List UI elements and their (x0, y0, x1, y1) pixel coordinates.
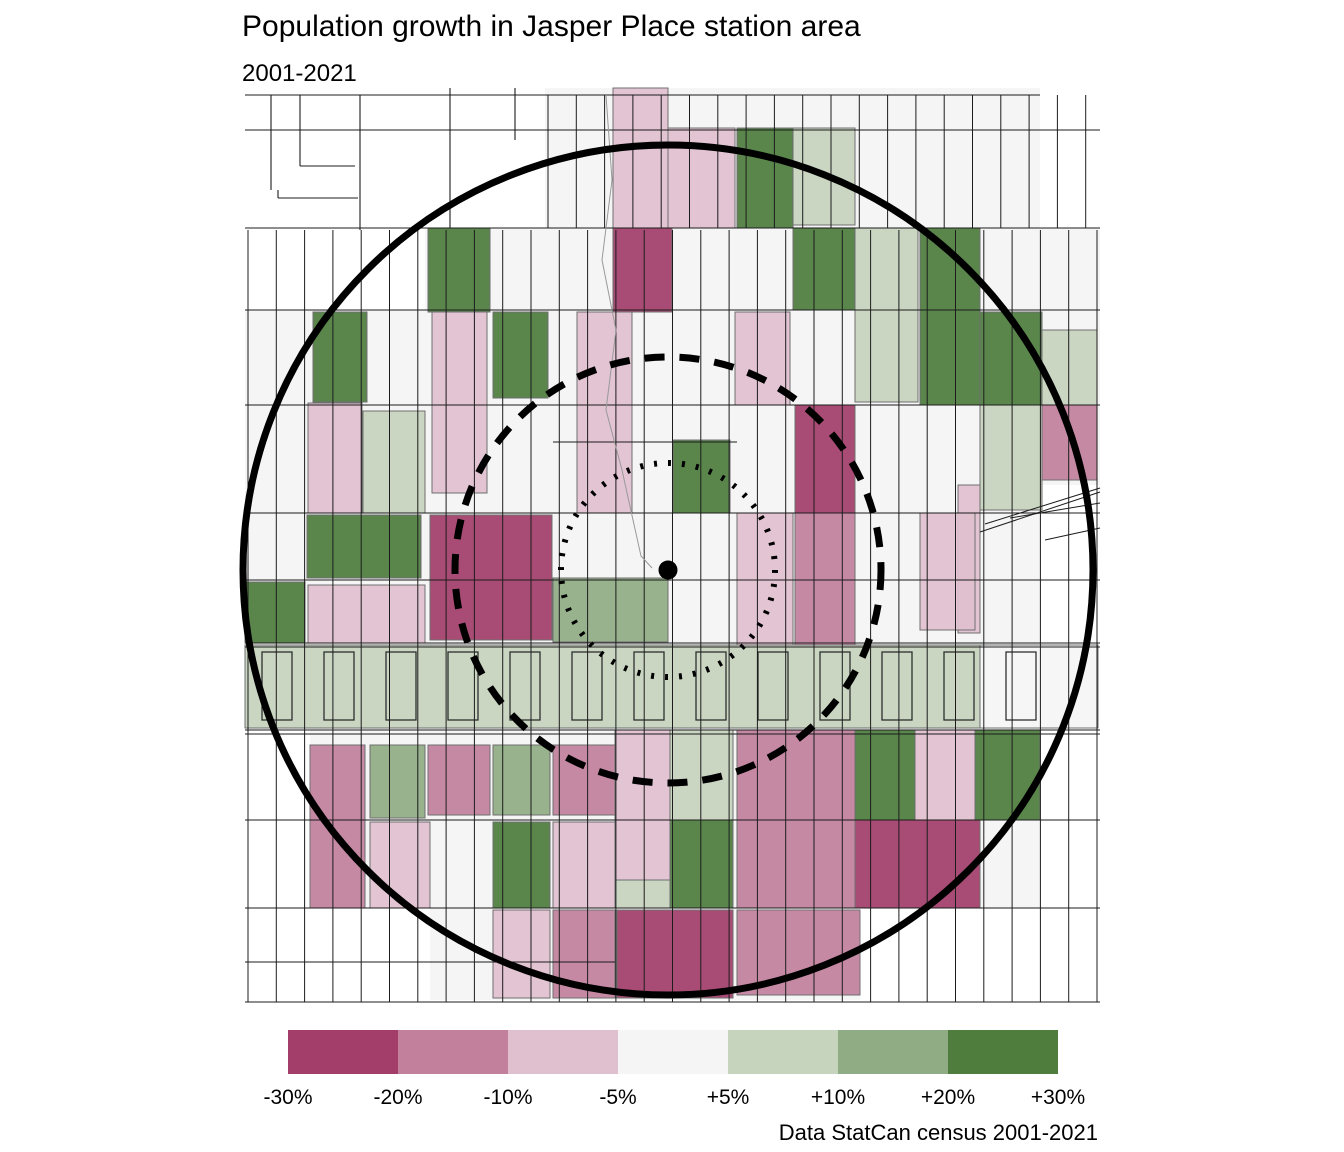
chart-subtitle: 2001-2021 (242, 60, 357, 87)
rail-diagonal-line (979, 491, 1101, 533)
band-lot (385, 651, 417, 721)
census-block (854, 819, 981, 909)
census-block (244, 644, 981, 729)
band-lot (447, 651, 479, 721)
census-block (307, 584, 426, 644)
band-lot (633, 651, 665, 721)
census-block (552, 821, 616, 909)
inner-ring (558, 460, 778, 680)
creek-line (601, 94, 653, 569)
census-area-base (425, 228, 1100, 310)
census-block (736, 909, 861, 996)
census-block (306, 514, 422, 579)
census-block (427, 744, 491, 816)
census-block (736, 512, 794, 646)
census-block (309, 744, 366, 909)
census-block (492, 311, 549, 399)
band-lot (943, 651, 975, 721)
census-block (794, 404, 856, 514)
census-block (612, 87, 669, 229)
census-block (919, 512, 976, 631)
census-block (736, 127, 794, 229)
census-block (614, 729, 671, 881)
census-block (244, 581, 306, 644)
census-block (431, 311, 488, 494)
census-block (736, 729, 856, 821)
census-block (612, 227, 673, 313)
census-block (1041, 329, 1098, 406)
census-block (736, 819, 856, 909)
census-block (576, 311, 633, 514)
census-block (669, 819, 734, 909)
census-block (792, 227, 856, 311)
band-lot (695, 651, 727, 721)
census-block (429, 514, 553, 641)
station-dot (658, 560, 678, 580)
data-source-caption: Data StatCan census 2001-2021 (778, 1120, 1098, 1145)
census-block (492, 909, 551, 999)
band-lot (509, 651, 541, 721)
census-block (427, 227, 491, 313)
band-lot (1005, 651, 1037, 721)
chart-title: Population growth in Jasper Place statio… (242, 10, 861, 43)
census-block (794, 512, 856, 646)
census-block (914, 729, 976, 821)
band-lot (757, 651, 789, 721)
census-block (1041, 404, 1098, 481)
band-lot (323, 651, 355, 721)
census-block (614, 879, 671, 909)
census-block (362, 410, 426, 514)
census-block (492, 744, 551, 816)
census-block (979, 311, 1043, 406)
band-lot (571, 651, 603, 721)
census-block (492, 821, 551, 909)
census-block (854, 729, 916, 821)
census-block (616, 909, 734, 999)
census-block (979, 404, 1043, 511)
census-block (552, 744, 616, 816)
outer-ring (239, 141, 1097, 999)
rail-diagonal-line (984, 487, 1101, 525)
census-block (369, 821, 431, 909)
census-block (307, 402, 363, 514)
middle-ring (451, 353, 885, 787)
census-block (669, 729, 734, 821)
census-block (672, 439, 731, 514)
census-block (854, 227, 919, 403)
band-lot (881, 651, 913, 721)
census-block (552, 577, 669, 643)
census-block (369, 744, 426, 819)
census-block (974, 729, 1041, 821)
